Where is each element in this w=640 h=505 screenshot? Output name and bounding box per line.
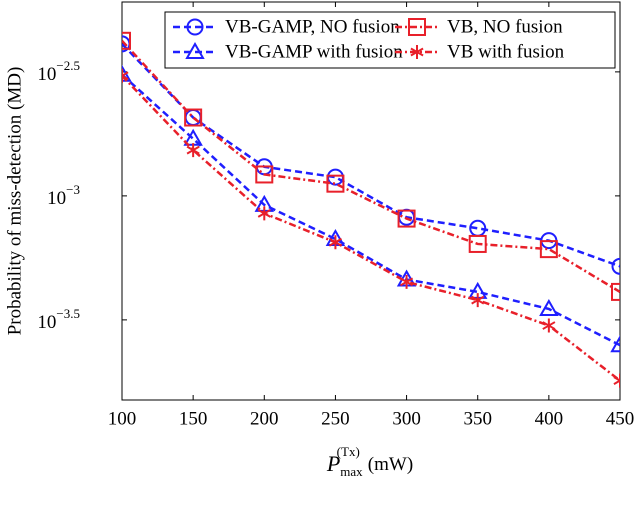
series-line (122, 43, 620, 268)
y-tick-base: 10 (37, 312, 56, 333)
marker (255, 165, 274, 184)
marker (397, 209, 416, 228)
marker (613, 373, 620, 388)
y-axis-label: Probability of miss-detection (MD) (4, 67, 25, 336)
marker (186, 18, 204, 36)
marker (122, 31, 131, 50)
y-tick-exponent: −3.5 (56, 306, 80, 321)
marker (471, 293, 485, 308)
plot-frame (121, 1, 621, 401)
legend-box (164, 11, 616, 69)
y-tick-base: 10 (47, 188, 66, 209)
legend-label: VB with fusion (447, 41, 565, 62)
series-line (122, 73, 620, 347)
series (122, 31, 620, 301)
legend-label: VB, NO fusion (447, 16, 563, 37)
y-tick-label: 10−3 (47, 182, 80, 209)
x-tick-label: 400 (535, 408, 564, 429)
legend-label: VB-GAMP, NO fusion (225, 16, 400, 37)
y-tick-base: 10 (37, 64, 56, 85)
marker (186, 143, 200, 158)
marker (468, 234, 487, 253)
marker (610, 335, 620, 353)
marker (408, 18, 426, 36)
x-tick-label: 200 (250, 408, 279, 429)
y-tick-label: 10−2.5 (37, 58, 80, 85)
series (122, 68, 620, 388)
x-tick-label: 250 (321, 408, 350, 429)
marker (410, 45, 424, 59)
marker (185, 41, 205, 59)
marker (542, 318, 556, 333)
marker (400, 274, 414, 289)
series-line (122, 74, 620, 382)
marker (611, 257, 620, 275)
series-line (122, 39, 620, 293)
x-tick-label: 100 (108, 408, 137, 429)
y-tick-exponent: −2.5 (56, 58, 80, 73)
series (122, 35, 620, 275)
x-axis-label: Pmax(Tx)(mW) (326, 444, 413, 479)
marker (539, 240, 558, 259)
x-tick-label: 450 (606, 408, 635, 429)
y-tick-label: 10−3.5 (37, 306, 80, 333)
marker (611, 282, 620, 301)
y-tick-exponent: −3 (66, 182, 80, 197)
marker (326, 174, 345, 193)
marker (539, 298, 559, 316)
marker (122, 68, 129, 83)
x-tick-label: 150 (179, 408, 208, 429)
marker (257, 206, 271, 221)
x-tick-label: 350 (463, 408, 492, 429)
marker (184, 108, 203, 127)
marker (328, 235, 342, 250)
legend-label: VB-GAMP with fusion (225, 41, 403, 62)
x-tick-label: 300 (392, 408, 421, 429)
